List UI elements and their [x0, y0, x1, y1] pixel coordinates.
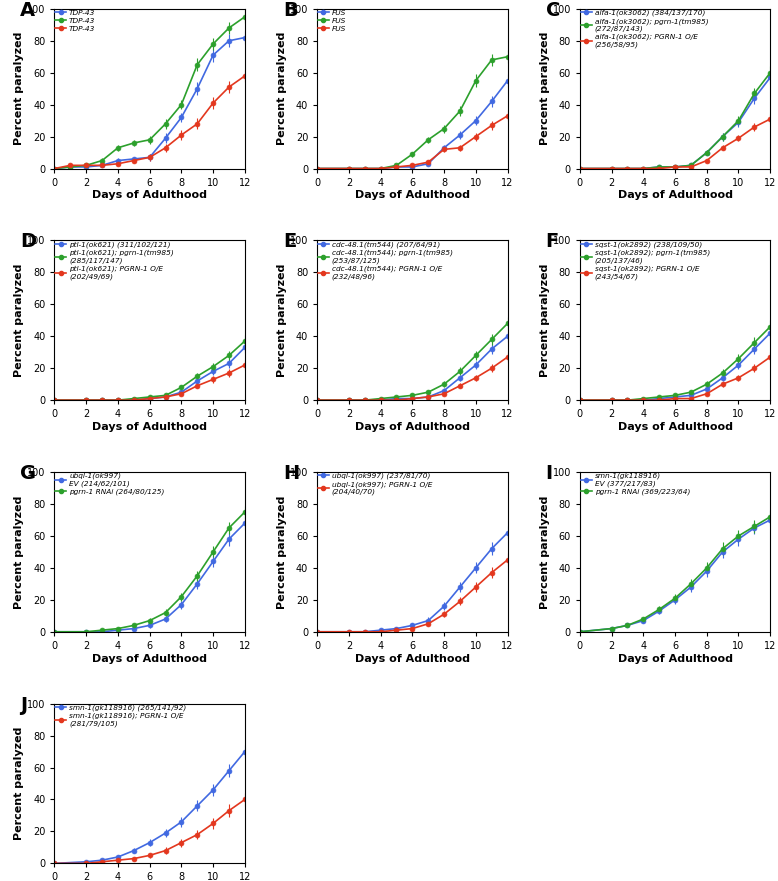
Legend: ubql-1(ok997) (237/81/70), ubql-1(ok997); PGRN-1 O/E
(204/40/70): ubql-1(ok997) (237/81/70), ubql-1(ok997)…: [318, 473, 433, 495]
Legend: cdc-48.1(tm544) (207/64/91), cdc-48.1(tm544); pgrn-1(tm985)
(253/87/125), cdc-48: cdc-48.1(tm544) (207/64/91), cdc-48.1(tm…: [318, 241, 453, 279]
Y-axis label: Percent paralyzed: Percent paralyzed: [277, 495, 287, 609]
Legend: smn-1(gk118916)
EV (377/217/83), pgrn-1 RNAi (369/223/64): smn-1(gk118916) EV (377/217/83), pgrn-1 …: [580, 473, 690, 495]
Text: A: A: [20, 1, 35, 20]
Legend: smn-1(gk118916) (265/141/92), smn-1(gk118916); PGRN-1 O/E
(281/79/105): smn-1(gk118916) (265/141/92), smn-1(gk11…: [55, 705, 187, 727]
Y-axis label: Percent paralyzed: Percent paralyzed: [14, 727, 24, 840]
Legend: alfa-1(ok3062) (384/137/170), alfa-1(ok3062); pgrn-1(tm985)
(272/87/143), alfa-1: alfa-1(ok3062) (384/137/170), alfa-1(ok3…: [580, 10, 708, 48]
X-axis label: Days of Adulthood: Days of Adulthood: [355, 422, 470, 432]
Y-axis label: Percent paralyzed: Percent paralyzed: [277, 263, 287, 377]
Legend: ptl-1(ok621) (311/102/121), ptl-1(ok621); pgrn-1(tm985)
(285/117/147), ptl-1(ok6: ptl-1(ok621) (311/102/121), ptl-1(ok621)…: [55, 241, 174, 279]
Text: E: E: [283, 233, 296, 251]
X-axis label: Days of Adulthood: Days of Adulthood: [355, 654, 470, 663]
Y-axis label: Percent paralyzed: Percent paralyzed: [277, 32, 287, 145]
X-axis label: Days of Adulthood: Days of Adulthood: [92, 190, 207, 200]
Text: D: D: [20, 233, 37, 251]
Text: C: C: [545, 1, 560, 20]
Text: J: J: [20, 696, 27, 714]
Y-axis label: Percent paralyzed: Percent paralyzed: [540, 495, 550, 609]
X-axis label: Days of Adulthood: Days of Adulthood: [618, 190, 733, 200]
Text: G: G: [20, 464, 37, 483]
Text: F: F: [545, 233, 559, 251]
Legend: FUS, FUS, FUS: FUS, FUS, FUS: [318, 10, 346, 32]
Legend: ubql-1(ok997)
EV (214/62/101), pgrn-1 RNAi (264/80/125): ubql-1(ok997) EV (214/62/101), pgrn-1 RN…: [55, 473, 165, 495]
Legend: sqst-1(ok2892) (238/109/50), sqst-1(ok2892); pgrn-1(tm985)
(205/137/46), sqst-1(: sqst-1(ok2892) (238/109/50), sqst-1(ok28…: [580, 241, 710, 279]
Legend: TDP-43, TDP-43, TDP-43: TDP-43, TDP-43, TDP-43: [55, 10, 96, 32]
X-axis label: Days of Adulthood: Days of Adulthood: [618, 422, 733, 432]
Y-axis label: Percent paralyzed: Percent paralyzed: [14, 32, 24, 145]
Y-axis label: Percent paralyzed: Percent paralyzed: [14, 495, 24, 609]
Y-axis label: Percent paralyzed: Percent paralyzed: [14, 263, 24, 377]
X-axis label: Days of Adulthood: Days of Adulthood: [92, 422, 207, 432]
Text: I: I: [545, 464, 552, 483]
Text: B: B: [283, 1, 298, 20]
Text: H: H: [283, 464, 300, 483]
X-axis label: Days of Adulthood: Days of Adulthood: [355, 190, 470, 200]
Y-axis label: Percent paralyzed: Percent paralyzed: [540, 263, 550, 377]
X-axis label: Days of Adulthood: Days of Adulthood: [618, 654, 733, 663]
X-axis label: Days of Adulthood: Days of Adulthood: [92, 654, 207, 663]
Y-axis label: Percent paralyzed: Percent paralyzed: [540, 32, 550, 145]
